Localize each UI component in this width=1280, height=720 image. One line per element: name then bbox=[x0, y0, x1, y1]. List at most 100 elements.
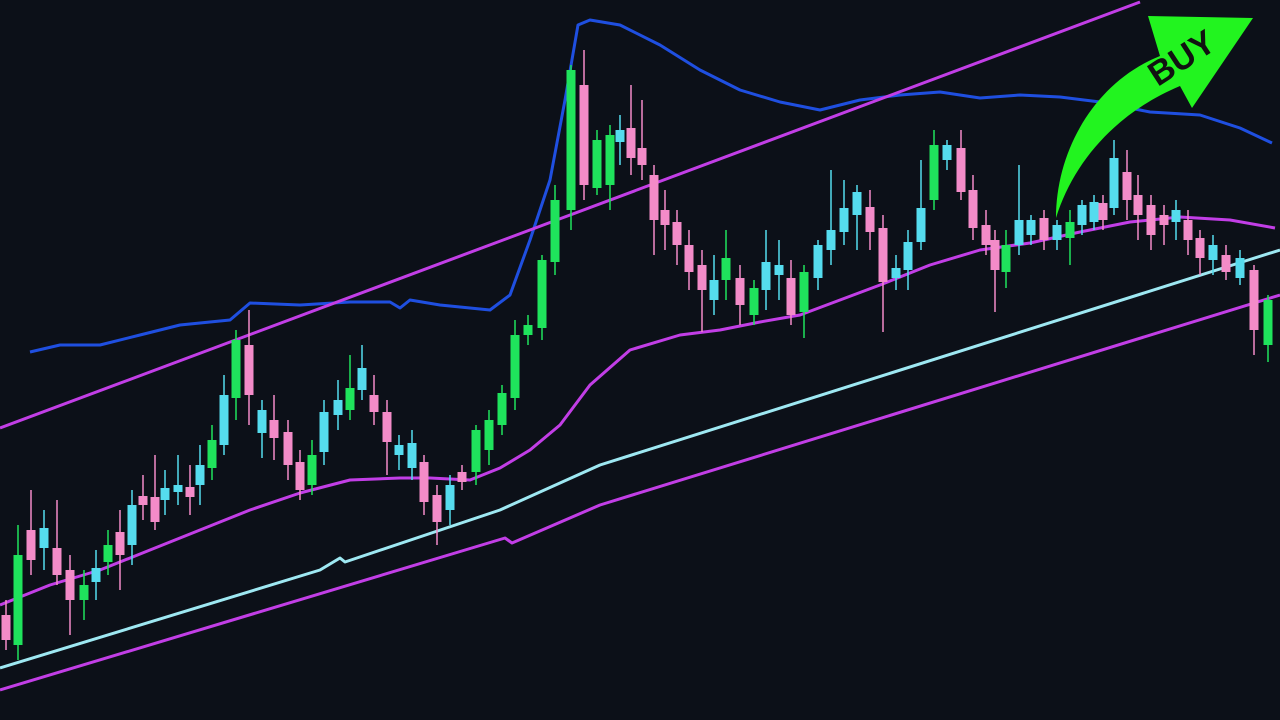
candle-body bbox=[579, 85, 589, 185]
candle-body bbox=[1221, 255, 1231, 272]
candle bbox=[1235, 250, 1245, 285]
candle bbox=[103, 530, 113, 575]
candle bbox=[497, 385, 507, 435]
candle bbox=[1195, 230, 1205, 275]
candle-body bbox=[484, 420, 494, 450]
candle bbox=[981, 210, 991, 255]
candle-body bbox=[457, 472, 467, 482]
candle-body bbox=[649, 175, 659, 220]
candle bbox=[1221, 245, 1231, 280]
candle bbox=[852, 185, 862, 250]
candle-body bbox=[1146, 205, 1156, 235]
candle bbox=[660, 190, 670, 250]
candle-body bbox=[981, 225, 991, 245]
candle-body bbox=[357, 368, 367, 390]
candle-body bbox=[219, 395, 229, 445]
candle-body bbox=[1263, 300, 1273, 345]
candle bbox=[231, 330, 241, 420]
candle-body bbox=[1109, 158, 1119, 208]
buy-arrow bbox=[1056, 16, 1253, 218]
candle bbox=[471, 425, 481, 485]
candle-body bbox=[605, 135, 615, 185]
candle-body bbox=[626, 128, 636, 158]
candle-body bbox=[295, 462, 305, 490]
candle bbox=[774, 240, 784, 300]
candle-body bbox=[283, 432, 293, 465]
candle bbox=[615, 115, 625, 165]
candle-body bbox=[319, 412, 329, 452]
candle bbox=[295, 450, 305, 500]
candle-body bbox=[990, 240, 1000, 270]
candle-body bbox=[852, 192, 862, 215]
candle-body bbox=[307, 455, 317, 485]
candle-body bbox=[942, 145, 952, 160]
candle bbox=[13, 525, 23, 660]
candle-body bbox=[903, 242, 913, 270]
candle-body bbox=[471, 430, 481, 472]
candle bbox=[1052, 220, 1062, 250]
candle-body bbox=[207, 440, 217, 468]
candle bbox=[1133, 175, 1143, 240]
candle-body bbox=[684, 245, 694, 272]
candle bbox=[510, 320, 520, 410]
candle bbox=[1208, 235, 1218, 275]
candle bbox=[432, 485, 442, 545]
candle bbox=[1026, 215, 1036, 245]
candle bbox=[1001, 230, 1011, 288]
candle bbox=[185, 465, 195, 515]
candle bbox=[52, 500, 62, 585]
candle-body bbox=[127, 505, 137, 545]
candle-body bbox=[407, 443, 417, 468]
candle-body bbox=[1159, 215, 1169, 225]
candle-body bbox=[382, 412, 392, 442]
candle bbox=[257, 400, 267, 458]
candle bbox=[1263, 295, 1273, 362]
candle bbox=[1089, 195, 1099, 230]
candle-body bbox=[537, 260, 547, 328]
candle bbox=[942, 140, 952, 170]
candle bbox=[605, 125, 615, 210]
candle bbox=[307, 440, 317, 495]
candle bbox=[649, 165, 659, 255]
candle bbox=[1014, 165, 1024, 255]
candle-body bbox=[231, 340, 241, 398]
candle bbox=[1183, 210, 1193, 255]
candle bbox=[333, 380, 343, 430]
candle-body bbox=[1195, 238, 1205, 258]
candle bbox=[592, 130, 602, 195]
candle bbox=[369, 375, 379, 425]
candle-body bbox=[1065, 222, 1075, 238]
candle-body bbox=[1052, 225, 1062, 240]
candle-body bbox=[799, 272, 809, 312]
candle-body bbox=[637, 148, 647, 165]
candle-body bbox=[160, 488, 170, 500]
candle bbox=[39, 510, 49, 570]
indicator-lines bbox=[0, 0, 1280, 692]
candle bbox=[219, 375, 229, 455]
candle-body bbox=[173, 485, 183, 492]
candle-body bbox=[735, 278, 745, 305]
candle bbox=[1122, 150, 1132, 220]
candle bbox=[150, 455, 160, 530]
candle-body bbox=[592, 140, 602, 188]
candle-body bbox=[697, 265, 707, 290]
candle-body bbox=[1098, 203, 1108, 220]
candle-body bbox=[749, 288, 759, 315]
candle bbox=[968, 175, 978, 240]
indicator-line bbox=[0, 248, 1280, 670]
candle-body bbox=[550, 200, 560, 262]
candle-body bbox=[891, 268, 901, 278]
candle bbox=[672, 210, 682, 265]
candle bbox=[1077, 200, 1087, 235]
candle-body bbox=[65, 570, 75, 600]
candle bbox=[195, 445, 205, 505]
candle bbox=[207, 425, 217, 480]
candle-body bbox=[1089, 202, 1099, 222]
candle bbox=[916, 160, 926, 250]
candle-body bbox=[813, 245, 823, 278]
candle-body bbox=[91, 568, 101, 582]
candle bbox=[319, 400, 329, 465]
candle bbox=[929, 130, 939, 210]
